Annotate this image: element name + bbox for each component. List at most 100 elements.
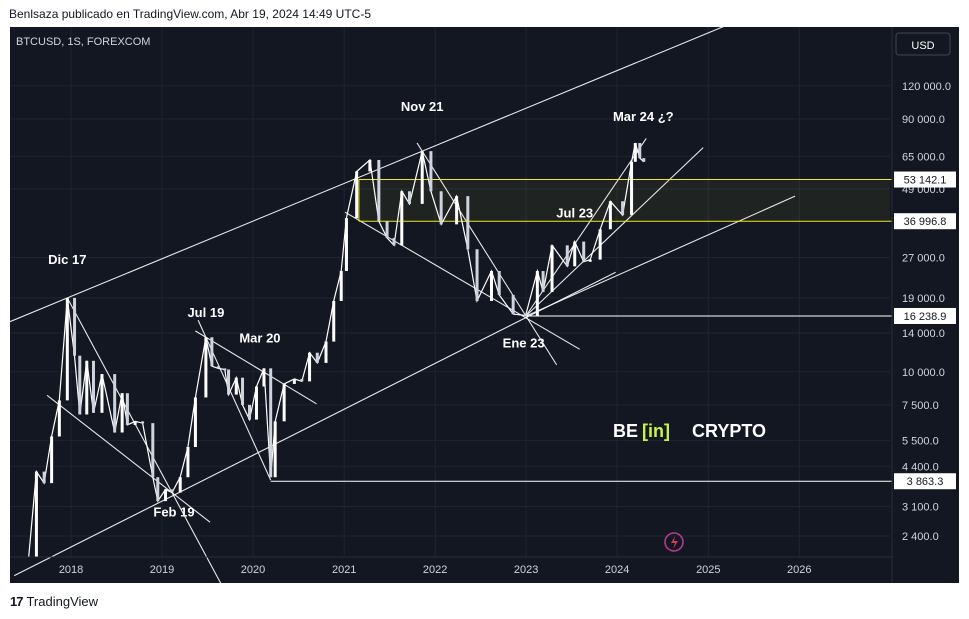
axis-level-box [894,213,956,230]
x-tick-label: 2020 [241,564,265,576]
candle [234,377,238,395]
tradingview-footer: 17 TradingView [10,594,98,609]
candle [113,374,117,433]
y-tick-label: 65 000.0 [902,151,945,163]
candle [78,355,82,415]
x-tick-label: 2025 [696,564,720,576]
y-tick-label: 90 000.0 [902,114,945,126]
x-tick-label: 2022 [423,564,447,576]
trend-line [416,142,558,366]
price-axis [892,27,959,583]
candle [141,421,145,424]
candle [368,159,372,172]
candle [535,271,539,316]
candle [582,241,586,262]
y-tick-label: 10 000.0 [902,367,945,379]
candle [300,378,304,382]
candle [292,378,296,384]
x-tick-label: 2024 [605,564,629,576]
candle [392,237,396,246]
y-tick-label: 19 000.0 [902,293,945,305]
axis-level-label: 3 863.3 [907,476,944,488]
trend-line [46,394,211,523]
candle [91,360,95,413]
watermark-in: [in] [642,421,670,441]
candle [223,368,227,371]
candle [541,271,545,292]
candle [355,171,359,219]
candle [273,421,277,478]
candle [125,393,129,425]
candle [248,404,252,420]
candle [178,477,182,493]
trend-line [194,330,317,405]
y-tick-label: 4 400.0 [902,461,939,473]
trend-line [14,271,616,577]
candle [630,161,634,216]
candle [489,271,493,301]
lightning-bolt [671,536,678,549]
y-tick-label: 3 100.0 [902,502,939,514]
axis-level-box [894,171,956,188]
trend-line [197,319,272,481]
y-tick-label: 120 000.0 [902,81,951,93]
candle [269,368,273,478]
candle [227,369,231,395]
candle [254,386,258,420]
candle [170,489,174,493]
x-tick-label: 2026 [787,564,811,576]
y-tick-label: 27 000.0 [902,252,945,264]
btc-chart[interactable]: 53 142.1 36 996.8 16 238.9 3 863.3 Dic 17 Fe… [10,27,959,583]
candle [550,245,554,292]
chart-frame[interactable]: 53 142.1 36 996.8 16 238.9 3 863.3 Dic 17 Fe… [10,27,959,583]
candle [621,201,625,216]
candle [439,191,443,225]
watermark-be: BE [613,421,638,441]
candle [608,201,612,230]
lightning-circle [664,532,684,552]
candle [598,229,602,260]
tradingview-logo-icon: 17 [10,594,24,609]
candle [638,142,642,159]
candle [642,158,646,162]
candle [164,489,168,502]
annotation-label: Mar 24 ¿? [613,109,674,124]
candle [315,352,319,363]
candle [57,400,61,437]
candle [524,314,528,317]
btc-price-line [28,142,645,558]
trend-line [525,147,704,317]
footer-brand: TradingView [26,594,99,609]
candle [151,423,155,478]
annotation-label: Nov 21 [401,99,444,114]
candle [65,297,69,401]
y-tick-label: 14 000.0 [902,328,945,340]
candle [511,294,515,315]
x-tick-label: 2018 [59,564,83,576]
candle [466,196,470,250]
candle [262,368,266,387]
candle [34,471,38,557]
support-zone [358,179,890,222]
y-tick-label: 2 400.0 [902,531,939,543]
candle [377,159,381,222]
candle [324,341,328,363]
trend-line [10,27,724,323]
axis-level-label: 53 142.1 [904,175,947,187]
candle [475,249,479,301]
trend-line [66,297,222,583]
candle [100,374,104,413]
currency-box [895,32,951,56]
currency-label: USD [911,40,934,52]
beincrypto-watermark: BE [in] CRYPTO [613,421,766,441]
candle [156,477,160,502]
annotation-label: Ene 23 [503,336,545,351]
candle [339,271,343,301]
candle [120,393,124,433]
candle [573,241,577,267]
x-tick-label: 2021 [332,564,356,576]
watermark-crypto: CRYPTO [692,421,766,441]
trend-line [525,195,796,317]
candle [133,421,137,425]
candle [210,337,214,367]
